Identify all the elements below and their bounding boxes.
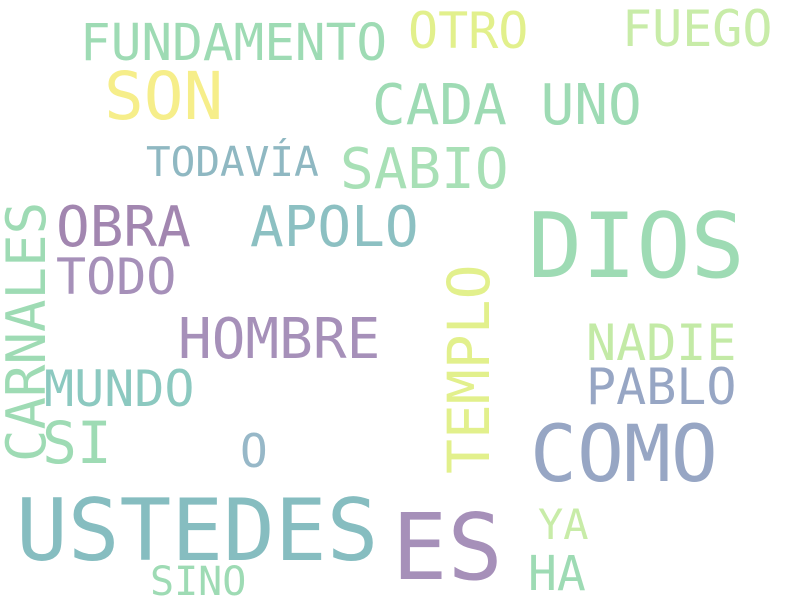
word-fundamento: FUNDAMENTO — [80, 14, 388, 73]
word-todo: TODO — [56, 248, 177, 306]
word-hombre: HOMBRE — [178, 307, 381, 372]
word-otro: OTRO — [408, 2, 529, 60]
word-ha: HA — [528, 546, 586, 600]
word-apolo: APOLO — [250, 195, 419, 260]
word-todavia: TODAVÍA — [146, 138, 319, 186]
word-son: SON — [104, 58, 224, 135]
word-pablo: PABLO — [586, 358, 737, 416]
word-obra: OBRA — [56, 195, 191, 260]
word-fuego: FUEGO — [622, 0, 773, 58]
word-cada-uno: CADA UNO — [372, 73, 642, 138]
word-templo: TEMPLO — [435, 264, 503, 474]
word-como: COMO — [530, 410, 718, 500]
word-si: SI — [42, 409, 112, 477]
word-sino: SINO — [150, 559, 247, 600]
word-dios: DIOS — [528, 194, 745, 299]
word-mundo: MUNDO — [44, 360, 195, 418]
word-ustedes: USTEDES — [16, 481, 379, 581]
word-o: O — [240, 424, 268, 478]
word-nadie: NADIE — [586, 314, 737, 372]
word-sabio: SABIO — [340, 137, 509, 202]
word-es: ES — [392, 494, 503, 600]
word-ya: YA — [538, 500, 589, 549]
